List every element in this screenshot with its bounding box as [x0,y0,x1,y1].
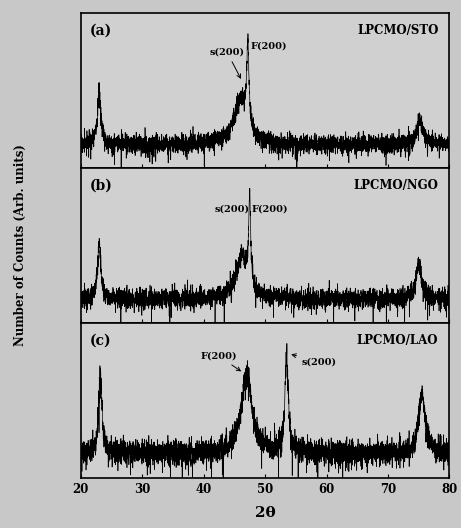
Text: (a): (a) [90,24,112,38]
Text: 2θ: 2θ [255,506,275,520]
Text: LPCMO/LAO: LPCMO/LAO [357,334,438,347]
Text: LPCMO/NGO: LPCMO/NGO [354,179,438,192]
Text: Number of Counts (Arb. units): Number of Counts (Arb. units) [14,145,27,346]
Text: F(200): F(200) [201,352,240,371]
Text: F(200): F(200) [250,42,287,51]
Text: F(200): F(200) [252,205,288,214]
Text: s(200): s(200) [292,354,337,366]
Text: (b): (b) [90,179,113,193]
Text: s(200): s(200) [209,48,244,78]
Text: LPCMO/STO: LPCMO/STO [357,24,438,37]
Text: s(200): s(200) [215,205,250,214]
Text: (c): (c) [90,334,112,348]
